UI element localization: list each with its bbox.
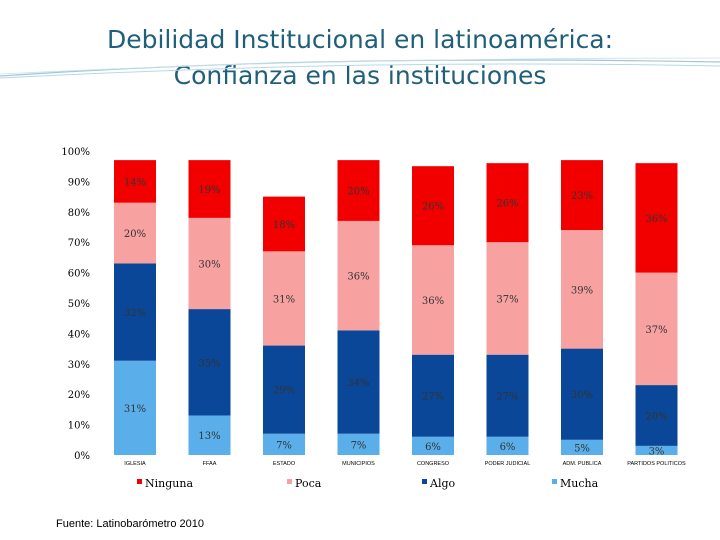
legend-label-mucha: Mucha (560, 477, 599, 490)
bar-segment-mucha (337, 433, 380, 455)
x-tick-label: FFAA (203, 461, 217, 467)
bar-segment-ninguna (635, 163, 678, 273)
data-label: 31% (124, 404, 146, 415)
data-label: 5% (574, 443, 590, 454)
bar-segment-ninguna (561, 160, 603, 231)
bar-segment-poca (114, 202, 156, 264)
x-tick-label: ADM. PUBLICA (563, 461, 602, 467)
legend-swatch-algo (422, 479, 427, 484)
bar-segment-mucha (114, 360, 156, 455)
title-line-1: Debilidad Institucional en latinoamérica… (106, 25, 614, 54)
bar-segment-mucha (486, 436, 529, 455)
x-tick-label: IGLESIA (124, 461, 146, 467)
legend-label-poca: Poca (295, 477, 322, 490)
bar-segment-algo (114, 263, 156, 361)
data-label: 19% (198, 185, 220, 196)
legend-swatch-ninguna (137, 479, 142, 484)
x-tick-label: CONGRESO (417, 461, 450, 467)
data-label: 20% (124, 229, 146, 240)
bar-segment-ninguna (412, 166, 454, 246)
data-label: 3% (649, 446, 665, 457)
data-label: 36% (645, 214, 667, 225)
bar-segment-mucha (561, 439, 603, 455)
x-tick-label: PODER JUDICIAL (485, 461, 531, 467)
x-tick-label: PARTIDOS POLITICOS (627, 461, 686, 467)
legend-swatch-poca (287, 479, 292, 484)
bar-segment-algo (412, 354, 454, 437)
y-tick-label: 80% (68, 208, 90, 219)
bar-segment-ninguna (188, 160, 231, 218)
bar-segment-mucha (635, 445, 678, 455)
data-label: 27% (496, 392, 518, 403)
data-label: 13% (198, 431, 220, 442)
y-tick-label: 20% (68, 390, 90, 401)
legend-label-ninguna: Ninguna (145, 477, 193, 490)
x-tick-label: ESTADO (273, 461, 296, 467)
data-label: 36% (347, 272, 369, 283)
data-label: 20% (347, 187, 369, 198)
x-tick-label: MUNICIPIOS (342, 461, 375, 467)
bar-segment-poca (263, 251, 305, 346)
data-label: 31% (273, 294, 295, 305)
data-label: 20% (645, 411, 667, 422)
data-label: 36% (422, 296, 444, 307)
data-label: 30% (571, 390, 593, 401)
data-label: 7% (276, 440, 292, 451)
data-label: 37% (496, 294, 518, 305)
y-tick-label: 0% (74, 451, 90, 462)
data-label: 29% (273, 386, 295, 397)
bar-segment-mucha (263, 433, 305, 455)
legend-label-algo: Algo (429, 477, 456, 490)
bar-segment-algo (486, 354, 529, 437)
data-label: 6% (500, 442, 516, 453)
y-tick-label: 90% (68, 177, 90, 188)
y-tick-label: 50% (68, 299, 90, 310)
data-label: 26% (496, 199, 518, 210)
bar-segment-poca (486, 242, 529, 355)
bar-segment-ninguna (337, 160, 380, 221)
bar-segment-algo (263, 345, 305, 434)
data-label: 32% (124, 308, 146, 319)
data-label: 26% (422, 202, 444, 213)
bar-segment-poca (561, 230, 603, 349)
bar-segment-algo (561, 348, 603, 440)
data-label: 37% (645, 325, 667, 336)
bar-segment-algo (337, 330, 380, 434)
stacked-bar-chart: 0% 10% 20% 30% 40% 50% 60% 70% 80% 90% 100% 31% 32% 2… (61, 147, 686, 490)
data-label: 27% (422, 392, 444, 403)
bar-segment-poca (635, 272, 678, 386)
title-line-2: Confianza en las instituciones (173, 61, 547, 90)
bar-segment-poca (337, 220, 380, 331)
bar-segment-ninguna (263, 196, 305, 252)
source-note: Fuente: Latinobarómetro 2010 (56, 518, 204, 530)
y-tick-label: 40% (68, 329, 90, 340)
title-decorative-swoosh (0, 57, 720, 79)
data-label: 35% (198, 358, 220, 369)
chart-title: Debilidad Institucional en latinoamérica… (0, 22, 720, 94)
data-label: 23% (571, 191, 593, 202)
data-label: 18% (273, 220, 295, 231)
data-label: 6% (425, 442, 441, 453)
bar-segment-algo (188, 309, 231, 416)
bar-segment-poca (188, 217, 231, 310)
legend-swatch-mucha (552, 479, 557, 484)
data-label: 30% (198, 259, 220, 270)
y-tick-label: 100% (61, 147, 90, 158)
data-label: 39% (571, 285, 593, 296)
bar-segment-mucha (412, 436, 454, 455)
bar-segment-algo (635, 385, 678, 446)
data-label: 14% (124, 177, 146, 188)
bar-segment-ninguna (114, 160, 156, 203)
y-tick-label: 70% (68, 238, 90, 249)
bar-segment-mucha (188, 415, 231, 455)
y-tick-label: 10% (68, 421, 90, 432)
y-tick-label: 60% (68, 269, 90, 280)
y-tick-label: 30% (68, 360, 90, 371)
bar-segment-ninguna (486, 163, 529, 243)
bar-segment-poca (412, 245, 454, 355)
data-label: 34% (347, 378, 369, 389)
data-label: 7% (351, 440, 367, 451)
